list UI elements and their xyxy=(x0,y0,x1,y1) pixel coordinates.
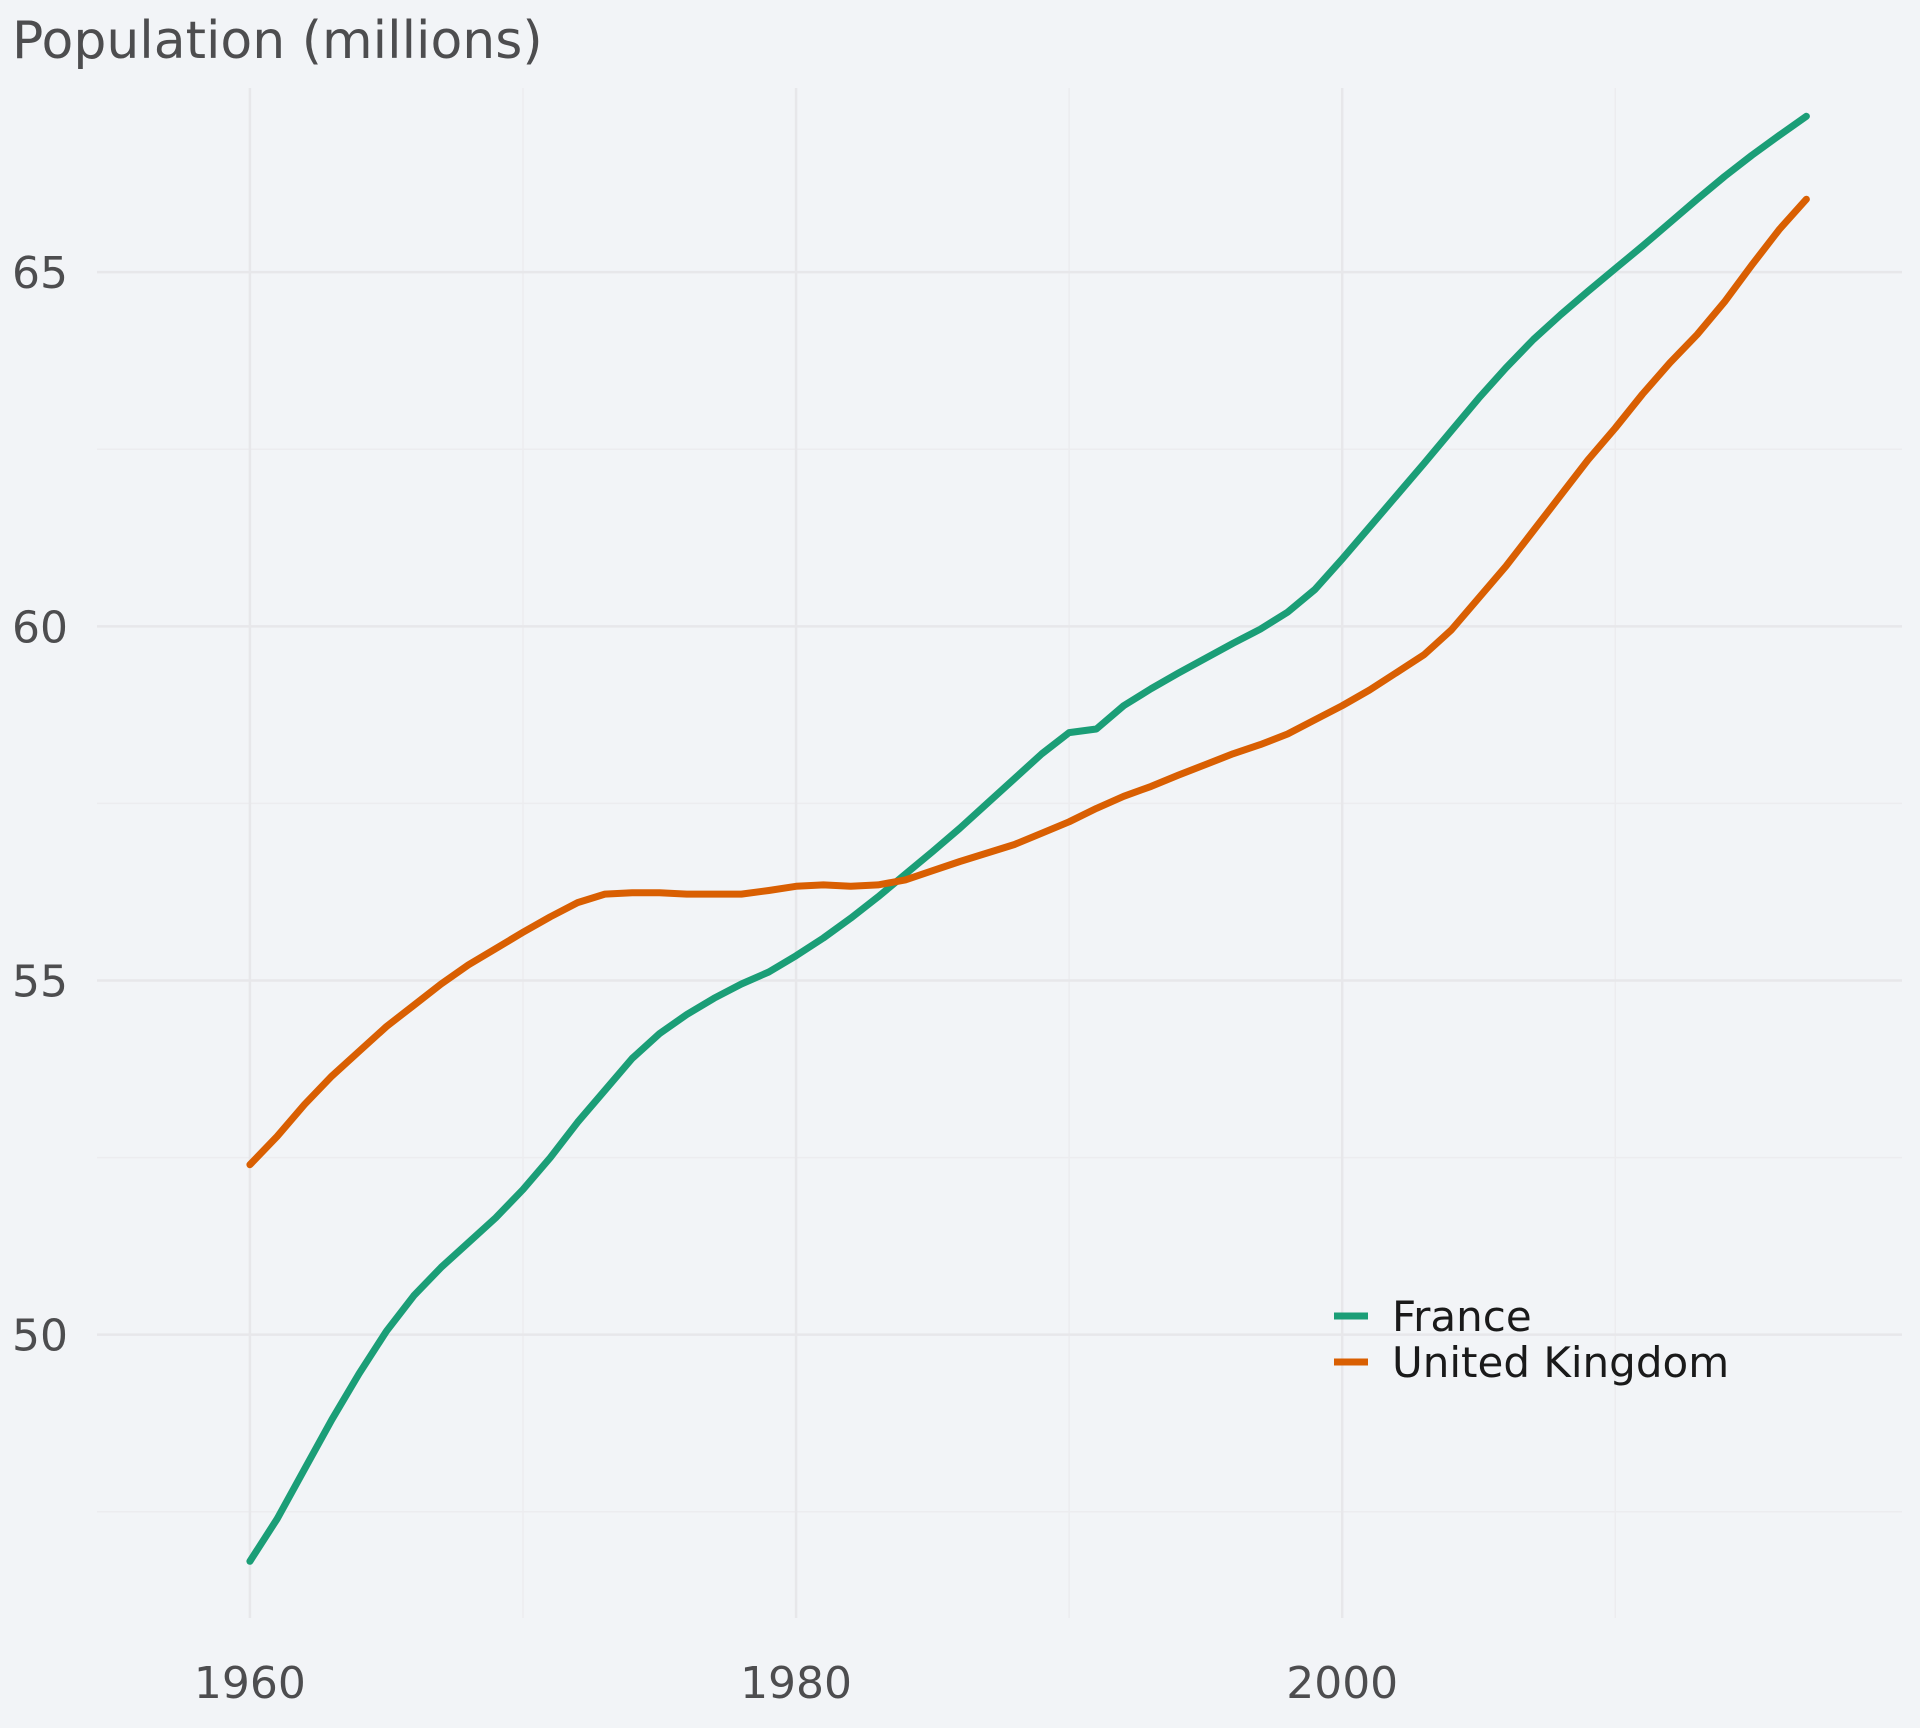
y-tick-label: 55 xyxy=(12,957,68,1008)
grid xyxy=(97,88,1902,1618)
x-tick-label: 1980 xyxy=(740,1658,852,1709)
x-tick-label: 2000 xyxy=(1286,1658,1398,1709)
legend-label-france: France xyxy=(1392,1292,1532,1341)
chart-title: Population (millions) xyxy=(12,11,543,71)
series-line-france xyxy=(246,112,1810,1565)
series-layer xyxy=(246,112,1810,1565)
y-tick-label: 65 xyxy=(12,248,68,299)
x-tick-label: 1960 xyxy=(194,1658,306,1709)
series-line-united-kingdom xyxy=(246,195,1810,1169)
legend-label-united-kingdom: United Kingdom xyxy=(1392,1338,1729,1387)
x-axis: 1960 1980 2000 xyxy=(194,1658,1398,1709)
y-axis: 50 55 60 65 xyxy=(12,248,68,1362)
y-tick-label: 60 xyxy=(12,602,68,653)
y-tick-label: 50 xyxy=(12,1311,68,1362)
